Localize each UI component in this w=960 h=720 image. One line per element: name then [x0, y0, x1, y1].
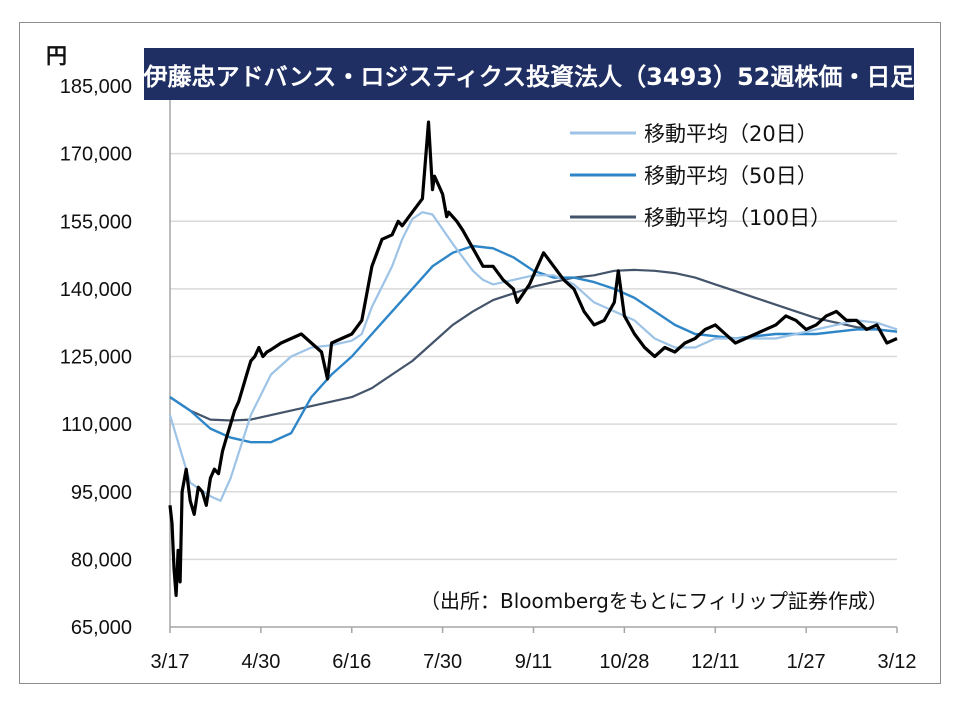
x-tick-label: 7/30 — [423, 651, 462, 673]
chart-title: 伊藤忠アドバンス・ロジスティクス投資法人（3493）52週株価・日足 — [144, 48, 914, 100]
y-tick-label: 95,000 — [71, 482, 132, 504]
y-tick-label: 140,000 — [60, 279, 132, 301]
y-tick-label: 170,000 — [60, 144, 132, 166]
y-tick-label: 80,000 — [71, 549, 132, 571]
y-axis-ticks: 65,000 80,000 95,000 110,000 125,000 140,000 1… — [60, 76, 132, 639]
y-tick-label: 185,000 — [60, 76, 132, 98]
x-axis-ticks: 3/17 4/30 6/16 7/30 9/11 10/28 12/11 1/27 3/12 — [151, 627, 917, 673]
y-unit-label: 円 — [46, 44, 67, 68]
x-tick-label: 6/16 — [332, 651, 371, 673]
x-tick-label: 10/28 — [599, 651, 649, 673]
x-tick-label: 3/17 — [151, 651, 190, 673]
legend-label: 移動平均（100日） — [644, 206, 831, 230]
chart-frame — [19, 22, 941, 684]
legend-label: 移動平均（50日） — [644, 164, 818, 188]
ma20-line — [168, 211, 898, 502]
y-tick-label: 110,000 — [61, 414, 132, 436]
ma100-line — [169, 268, 898, 422]
price-line — [168, 120, 898, 597]
series-lines — [168, 120, 898, 597]
legend: 移動平均（20日） 移動平均（50日） 移動平均（100日） — [570, 122, 831, 230]
x-tick-label: 1/27 — [787, 651, 826, 673]
x-tick-label: 12/11 — [691, 651, 740, 673]
y-tick-label: 155,000 — [60, 211, 132, 233]
x-tick-label: 4/30 — [241, 651, 280, 673]
legend-label: 移動平均（20日） — [644, 122, 818, 146]
source-note: （出所：Bloombergをもとにフィリップ証券作成） — [420, 589, 888, 613]
x-tick-label: 3/12 — [878, 651, 917, 673]
x-tick-label: 9/11 — [515, 651, 552, 673]
y-tick-label: 125,000 — [60, 347, 132, 369]
ma50-line — [169, 244, 898, 444]
y-tick-label: 65,000 — [71, 617, 132, 639]
